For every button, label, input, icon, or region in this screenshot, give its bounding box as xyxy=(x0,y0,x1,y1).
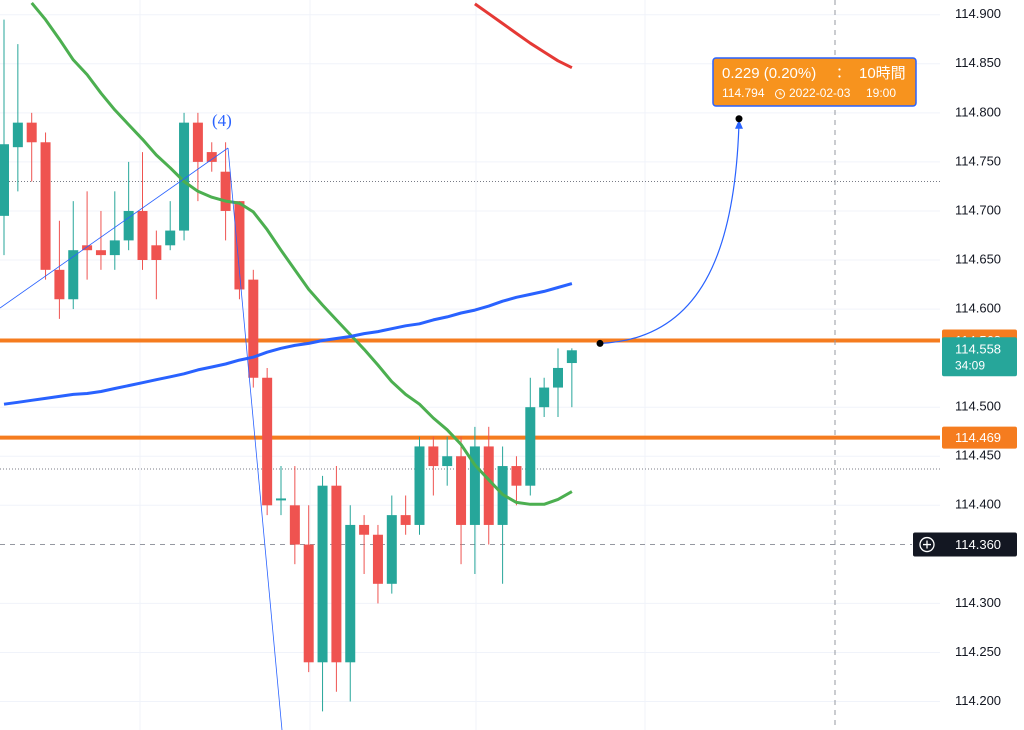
candle-body xyxy=(511,466,522,486)
candle-body xyxy=(82,245,93,251)
overlay-lines xyxy=(0,181,940,546)
grid xyxy=(0,14,940,703)
measure-date: 2022-02-03 xyxy=(789,86,851,100)
candle-body xyxy=(525,407,536,486)
candle-body xyxy=(566,350,577,364)
measure-change: 0.229 (0.20%) xyxy=(722,65,816,82)
y-tick-label: 114.800 xyxy=(955,104,1001,119)
candle-body xyxy=(262,377,273,506)
candle-body xyxy=(109,240,120,256)
clock-icon xyxy=(779,91,782,95)
clock-icon xyxy=(775,89,785,99)
wave-label: (4) xyxy=(212,111,232,130)
price-axis-labels: 114.200 114.250 114.300 114.400 114.450 114.5… xyxy=(913,6,1017,708)
measure-arrow xyxy=(735,119,743,129)
y-tick-label: 114.500 xyxy=(955,399,1001,414)
candle-body xyxy=(456,456,467,525)
measure-duration: 10時間 xyxy=(859,65,906,82)
candle-body xyxy=(95,250,106,256)
candle-body xyxy=(54,269,65,300)
candle-body xyxy=(220,171,231,211)
y-tick-label: 114.400 xyxy=(955,497,1001,512)
crosshair-label-bg xyxy=(913,532,1017,557)
candle-body xyxy=(248,279,259,378)
y-tick-label: 114.450 xyxy=(955,448,1001,463)
candle-body xyxy=(12,122,23,148)
candle-body xyxy=(442,456,453,467)
candle-body xyxy=(317,485,328,663)
candle-body xyxy=(192,122,203,162)
y-tick-label: 114.650 xyxy=(955,251,1001,266)
candle-body xyxy=(151,245,162,261)
candle-body xyxy=(234,201,245,290)
candle-body xyxy=(414,446,425,525)
price-line-label: 114.469 xyxy=(955,430,1001,445)
current-price-bg xyxy=(942,337,1017,377)
candle-body xyxy=(386,515,397,584)
candle-body xyxy=(179,122,190,231)
trend-line xyxy=(227,147,283,730)
candle-body xyxy=(428,446,439,467)
candle-body xyxy=(40,142,51,270)
candle-body xyxy=(553,367,563,388)
add-alert-icon xyxy=(919,536,935,553)
candle-body xyxy=(469,446,480,525)
candle-body xyxy=(331,485,342,663)
countdown-label: 34:09 xyxy=(955,358,985,372)
candle-body xyxy=(0,144,9,216)
y-tick-label: 114.750 xyxy=(955,153,1001,168)
measure-tool: 0.229 (0.20%) ： 10時間 114.794 2022-02-03 19:00 xyxy=(596,57,917,347)
candle-body xyxy=(123,210,134,241)
y-tick-label: 114.850 xyxy=(955,55,1001,70)
y-tick-label: 114.250 xyxy=(955,644,1001,659)
moving-average xyxy=(3,282,573,406)
measure-target: 114.794 xyxy=(722,86,765,100)
candle-body xyxy=(400,515,411,525)
candle-body xyxy=(303,544,314,663)
add-alert-icon xyxy=(923,540,931,549)
candles xyxy=(0,19,577,712)
trend-line xyxy=(0,147,229,309)
candle-body xyxy=(372,534,383,584)
candle-body xyxy=(539,387,550,408)
candle-body xyxy=(359,524,370,535)
candle-body xyxy=(483,446,494,525)
measure-end-dot xyxy=(735,115,743,123)
y-tick-label: 114.900 xyxy=(955,6,1001,21)
candle-body xyxy=(276,498,286,501)
moving-averages xyxy=(3,1,573,506)
candle-body xyxy=(345,524,356,663)
crosshair-label: 114.360 xyxy=(955,537,1001,552)
measure-box xyxy=(712,57,917,107)
y-tick-label: 114.200 xyxy=(955,693,1001,708)
moving-average xyxy=(474,2,573,70)
measure-start-dot xyxy=(596,339,604,347)
price-line-label-bg xyxy=(942,426,1017,449)
y-tick-label: 114.700 xyxy=(955,202,1001,217)
candle-body xyxy=(68,250,79,300)
candle-body xyxy=(289,505,300,545)
measure-time: 19:00 xyxy=(866,86,896,100)
current-price-label: 114.558 xyxy=(955,342,1001,357)
y-tick-label: 114.300 xyxy=(955,595,1001,610)
candle-body xyxy=(206,152,217,162)
measure-separator: ： xyxy=(836,65,850,81)
candle-body xyxy=(165,230,176,246)
moving-average xyxy=(30,1,573,506)
candle-body xyxy=(26,122,37,143)
y-tick-label: 114.600 xyxy=(955,301,1001,316)
candle-body xyxy=(137,210,148,261)
measure-path xyxy=(599,122,740,345)
